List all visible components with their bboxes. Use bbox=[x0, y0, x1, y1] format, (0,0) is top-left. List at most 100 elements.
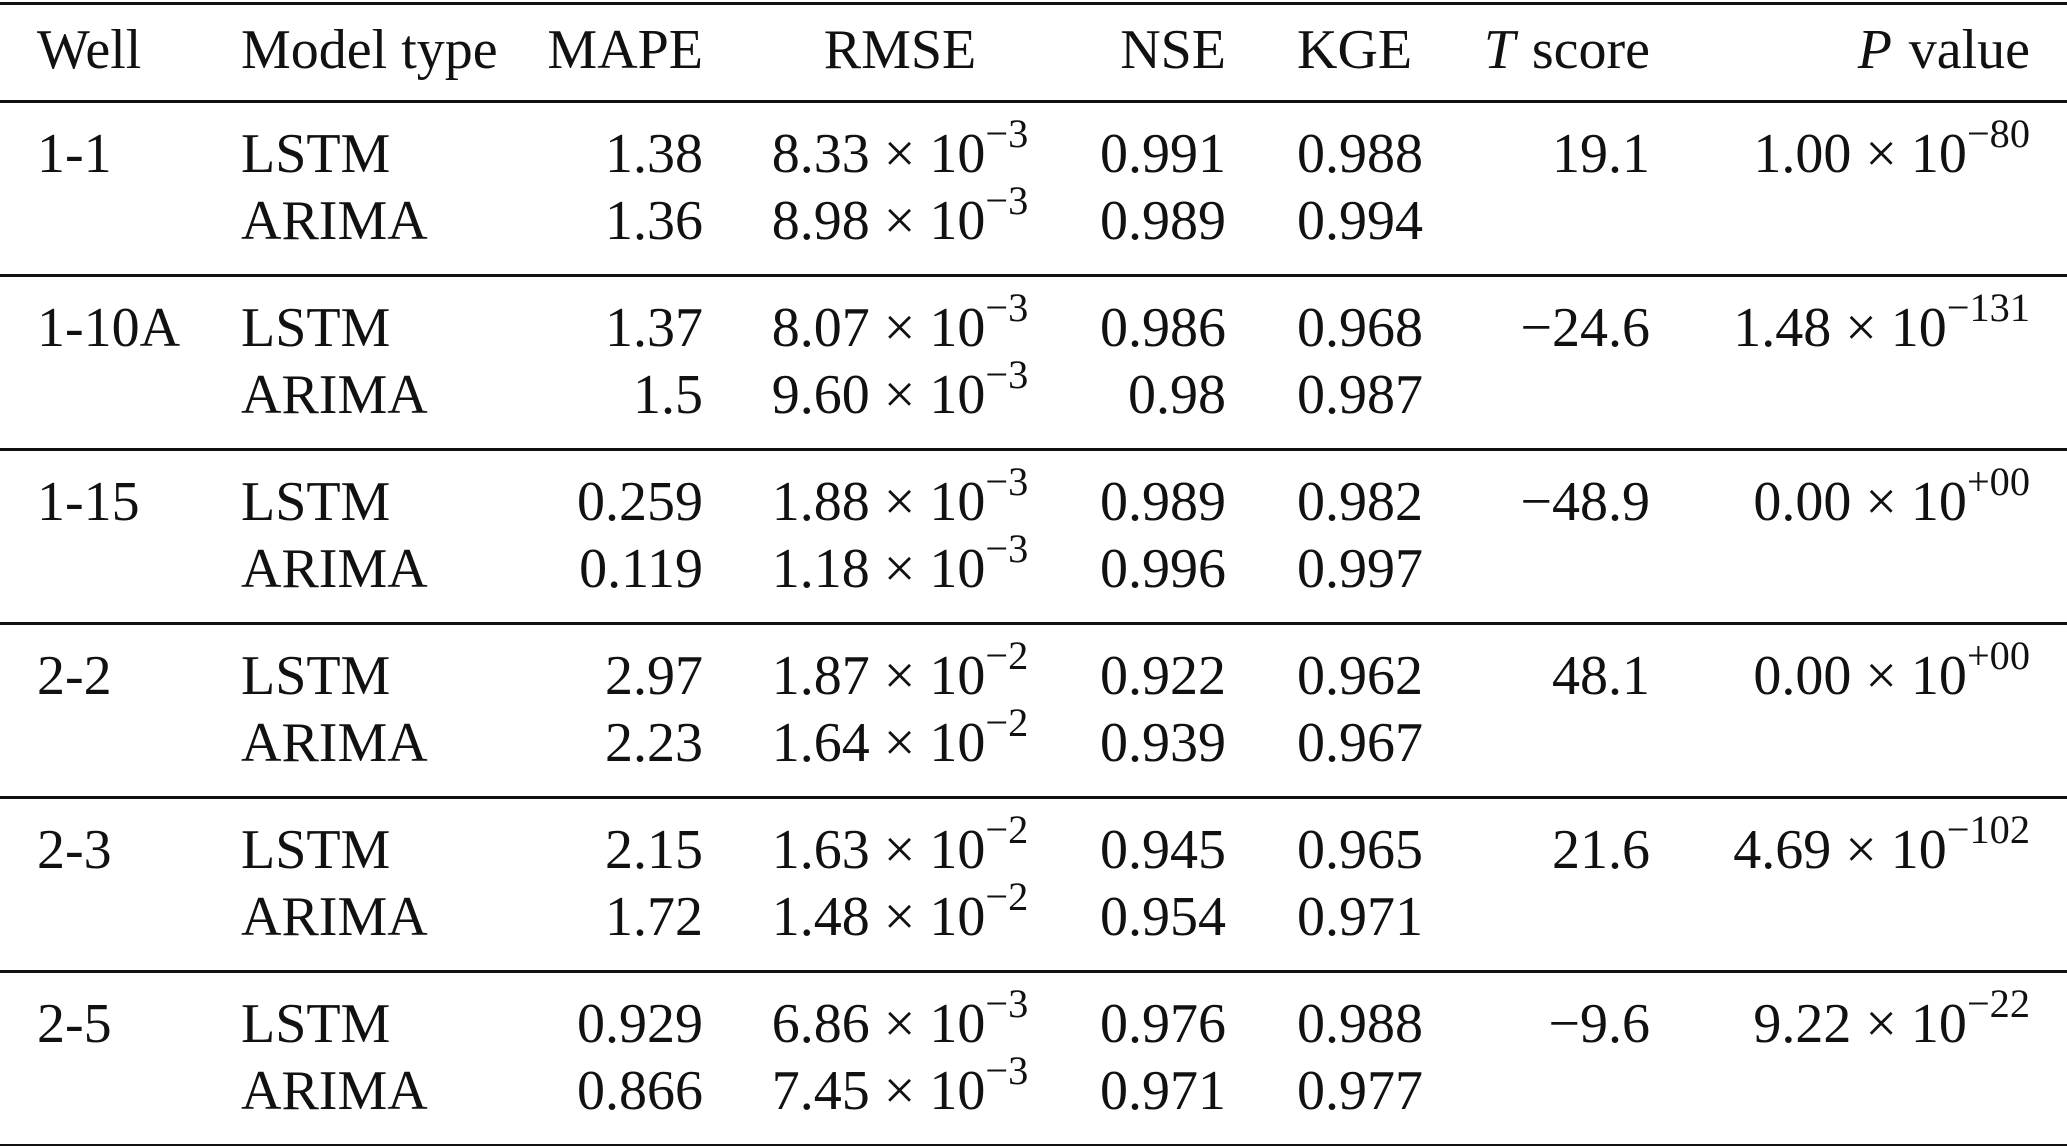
nse: 0.954 bbox=[1100, 886, 1226, 948]
rmse: 8.33 × 10−3 bbox=[771, 113, 1029, 185]
mape: 1.38 bbox=[605, 123, 703, 185]
p-value-exponent: +00 bbox=[1966, 459, 2030, 505]
kge: 0.994 bbox=[1297, 190, 1423, 252]
rmse: 6.86 × 10−3 bbox=[772, 983, 1029, 1052]
rmse: 7.45 × 10−3 bbox=[772, 1050, 1029, 1119]
kge: 0.988 bbox=[1297, 123, 1423, 185]
rmse-exponent: −3 bbox=[985, 1048, 1029, 1094]
p-value: 1.48 × 10−131 bbox=[1733, 287, 2030, 359]
horizontal-rule bbox=[0, 622, 2067, 625]
mape: 1.37 bbox=[605, 297, 703, 359]
rmse-base: 1.18 × 10 bbox=[771, 538, 986, 600]
p-value-exponent: +00 bbox=[1966, 633, 2030, 679]
rmse-base: 1.64 × 10 bbox=[771, 712, 986, 774]
kge: 0.997 bbox=[1297, 538, 1423, 600]
nse: 0.986 bbox=[1100, 297, 1226, 359]
model-type: ARIMA bbox=[241, 712, 428, 774]
rmse-base: 1.88 × 10 bbox=[771, 471, 986, 533]
model-type: LSTM bbox=[241, 123, 391, 185]
mape: 0.866 bbox=[577, 1060, 703, 1122]
horizontal-rule bbox=[0, 2, 2067, 5]
kge: 0.967 bbox=[1297, 712, 1423, 774]
well-id: 2-2 bbox=[37, 645, 112, 707]
nse: 0.991 bbox=[1100, 123, 1226, 185]
rmse: 8.98 × 10−3 bbox=[771, 180, 1029, 252]
p-value-base: 4.69 × 10 bbox=[1733, 819, 1947, 881]
column-header: RMSE bbox=[823, 19, 977, 81]
rmse-exponent: −3 bbox=[985, 981, 1029, 1027]
mape: 1.72 bbox=[605, 886, 703, 948]
p-value: 1.00 × 10−80 bbox=[1753, 113, 2030, 182]
rmse: 1.64 × 10−2 bbox=[771, 702, 1029, 774]
kge: 0.965 bbox=[1297, 819, 1423, 881]
rmse: 1.48 × 10−2 bbox=[772, 876, 1029, 945]
rmse-exponent: −3 bbox=[985, 459, 1029, 505]
mape: 1.5 bbox=[633, 364, 703, 426]
t-score: 48.1 bbox=[1552, 645, 1650, 707]
model-type: LSTM bbox=[241, 471, 391, 533]
model-type: ARIMA bbox=[241, 364, 428, 426]
rmse-exponent: −2 bbox=[985, 633, 1029, 679]
mape: 2.15 bbox=[605, 819, 703, 881]
header-italic: P bbox=[1857, 19, 1892, 81]
rmse-base: 9.60 × 10 bbox=[771, 364, 986, 426]
rmse-exponent: −2 bbox=[985, 807, 1029, 853]
nse: 0.98 bbox=[1128, 364, 1226, 426]
rmse: 1.63 × 10−2 bbox=[771, 809, 1029, 881]
horizontal-rule bbox=[0, 970, 2067, 973]
well-id: 2-5 bbox=[37, 993, 112, 1055]
rmse-exponent: −2 bbox=[985, 874, 1029, 920]
mape: 2.97 bbox=[605, 645, 703, 707]
model-type: LSTM bbox=[241, 993, 391, 1055]
well-id: 1-15 bbox=[37, 471, 140, 533]
p-value: 0.00 × 10+00 bbox=[1753, 461, 2030, 530]
horizontal-rule bbox=[0, 1144, 2067, 1146]
mape: 0.119 bbox=[579, 538, 703, 600]
kge: 0.982 bbox=[1297, 471, 1423, 533]
well-id: 2-3 bbox=[37, 819, 112, 881]
rmse-base: 8.98 × 10 bbox=[771, 190, 986, 252]
column-header: KGE bbox=[1297, 19, 1413, 81]
kge: 0.977 bbox=[1297, 1060, 1423, 1122]
p-value-exponent: −102 bbox=[1946, 807, 2030, 853]
rmse-exponent: −3 bbox=[985, 352, 1029, 398]
rmse-exponent: −2 bbox=[985, 700, 1029, 746]
nse: 0.945 bbox=[1100, 819, 1226, 881]
rmse: 8.07 × 10−3 bbox=[771, 287, 1029, 359]
rmse: 1.18 × 10−3 bbox=[771, 528, 1029, 600]
p-value: 0.00 × 10+00 bbox=[1753, 635, 2030, 704]
mape: 0.929 bbox=[577, 993, 703, 1055]
rmse-base: 8.33 × 10 bbox=[771, 123, 986, 185]
well-id: 1-10A bbox=[37, 297, 181, 359]
nse: 0.922 bbox=[1100, 645, 1226, 707]
p-value-exponent: −22 bbox=[1966, 981, 2030, 1027]
model-type: ARIMA bbox=[241, 538, 428, 600]
model-type: ARIMA bbox=[241, 886, 428, 948]
model-type: ARIMA bbox=[241, 190, 428, 252]
p-value-exponent: −80 bbox=[1966, 111, 2030, 157]
column-header: Model type bbox=[241, 19, 498, 81]
nse: 0.989 bbox=[1100, 471, 1226, 533]
p-value: 9.22 × 10−22 bbox=[1753, 983, 2030, 1055]
kge: 0.971 bbox=[1297, 886, 1423, 948]
kge: 0.962 bbox=[1297, 645, 1423, 707]
nse: 0.996 bbox=[1100, 538, 1226, 600]
model-type: ARIMA bbox=[241, 1060, 428, 1122]
p-value: 4.69 × 10−102 bbox=[1733, 809, 2030, 881]
horizontal-rule bbox=[0, 796, 2067, 799]
p-value-base: 9.22 × 10 bbox=[1753, 993, 1967, 1055]
rmse: 1.87 × 10−2 bbox=[771, 635, 1029, 707]
rmse-base: 1.63 × 10 bbox=[771, 819, 986, 881]
header-italic: T bbox=[1483, 19, 1516, 81]
model-type: LSTM bbox=[241, 645, 391, 707]
column-header: NSE bbox=[1120, 19, 1226, 81]
rmse-base: 1.87 × 10 bbox=[771, 645, 986, 707]
t-score: 21.6 bbox=[1552, 819, 1650, 881]
column-header: Well bbox=[37, 19, 142, 81]
rmse-base: 8.07 × 10 bbox=[771, 297, 986, 359]
kge: 0.987 bbox=[1297, 364, 1423, 426]
p-value-base: 1.48 × 10 bbox=[1733, 297, 1947, 359]
horizontal-rule bbox=[0, 274, 2067, 277]
